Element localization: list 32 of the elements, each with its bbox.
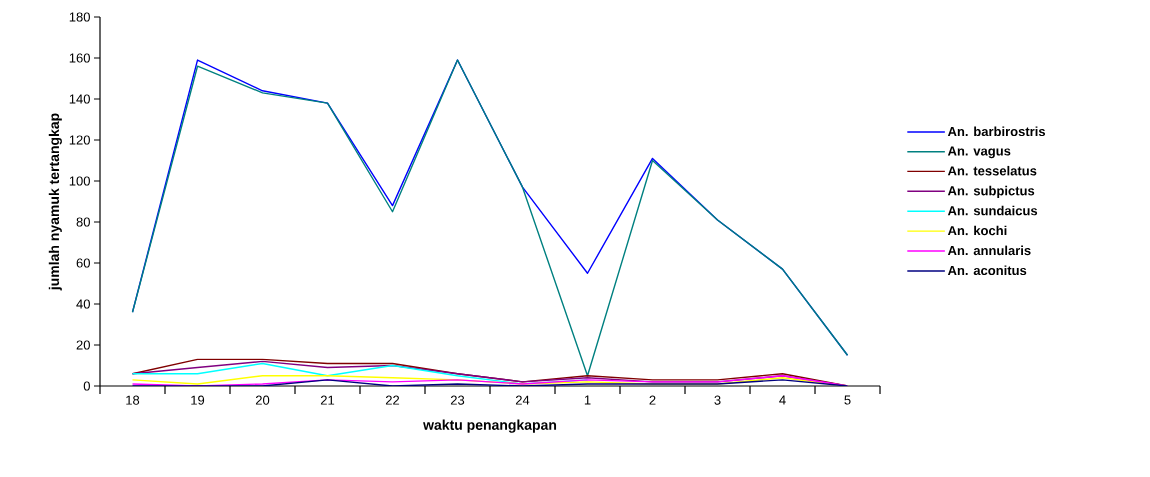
y-tick-label: 140 — [69, 94, 90, 104]
legend-label: An. kochi — [947, 225, 1007, 236]
legend-label: An. sundaicus — [947, 205, 1038, 216]
x-tick-label: 21 — [320, 395, 335, 405]
x-tick-label: 4 — [779, 395, 786, 405]
y-tick-label: 60 — [76, 258, 90, 268]
legend-label: An. annularis — [947, 245, 1031, 256]
y-tick-label: 80 — [76, 217, 90, 227]
y-tick-label: 40 — [76, 299, 90, 309]
y-tick-label: 160 — [69, 53, 90, 63]
legend-label: An. subpictus — [947, 185, 1035, 198]
x-tick-label: 18 — [126, 395, 140, 405]
x-tick-label: 23 — [450, 395, 465, 405]
y-tick-label: 100 — [69, 176, 90, 186]
legend-label: An. barbirostris — [947, 126, 1046, 137]
y-tick-label: 20 — [76, 340, 90, 350]
legend-label: An. tesselatus — [947, 165, 1037, 176]
legend-label: An. aconitus — [947, 265, 1027, 276]
x-tick-label: 20 — [255, 395, 270, 405]
y-tick-label: 0 — [83, 381, 90, 391]
x-tick-label: 3 — [714, 395, 721, 405]
y-tick-label: 180 — [69, 12, 90, 22]
y-axis-title: jumlah nyamuk tertangkap — [48, 113, 62, 291]
legend-label: An. vagus — [947, 146, 1011, 159]
x-tick-label: 19 — [191, 395, 205, 405]
x-axis-title: waktu penangkapan — [423, 419, 557, 433]
y-tick-label: 120 — [69, 135, 90, 145]
x-tick-label: 24 — [515, 395, 530, 405]
x-tick-label: 2 — [649, 395, 656, 405]
x-tick-label: 5 — [844, 395, 851, 405]
x-tick-label: 1 — [584, 395, 591, 405]
x-tick-label: 22 — [385, 395, 400, 405]
